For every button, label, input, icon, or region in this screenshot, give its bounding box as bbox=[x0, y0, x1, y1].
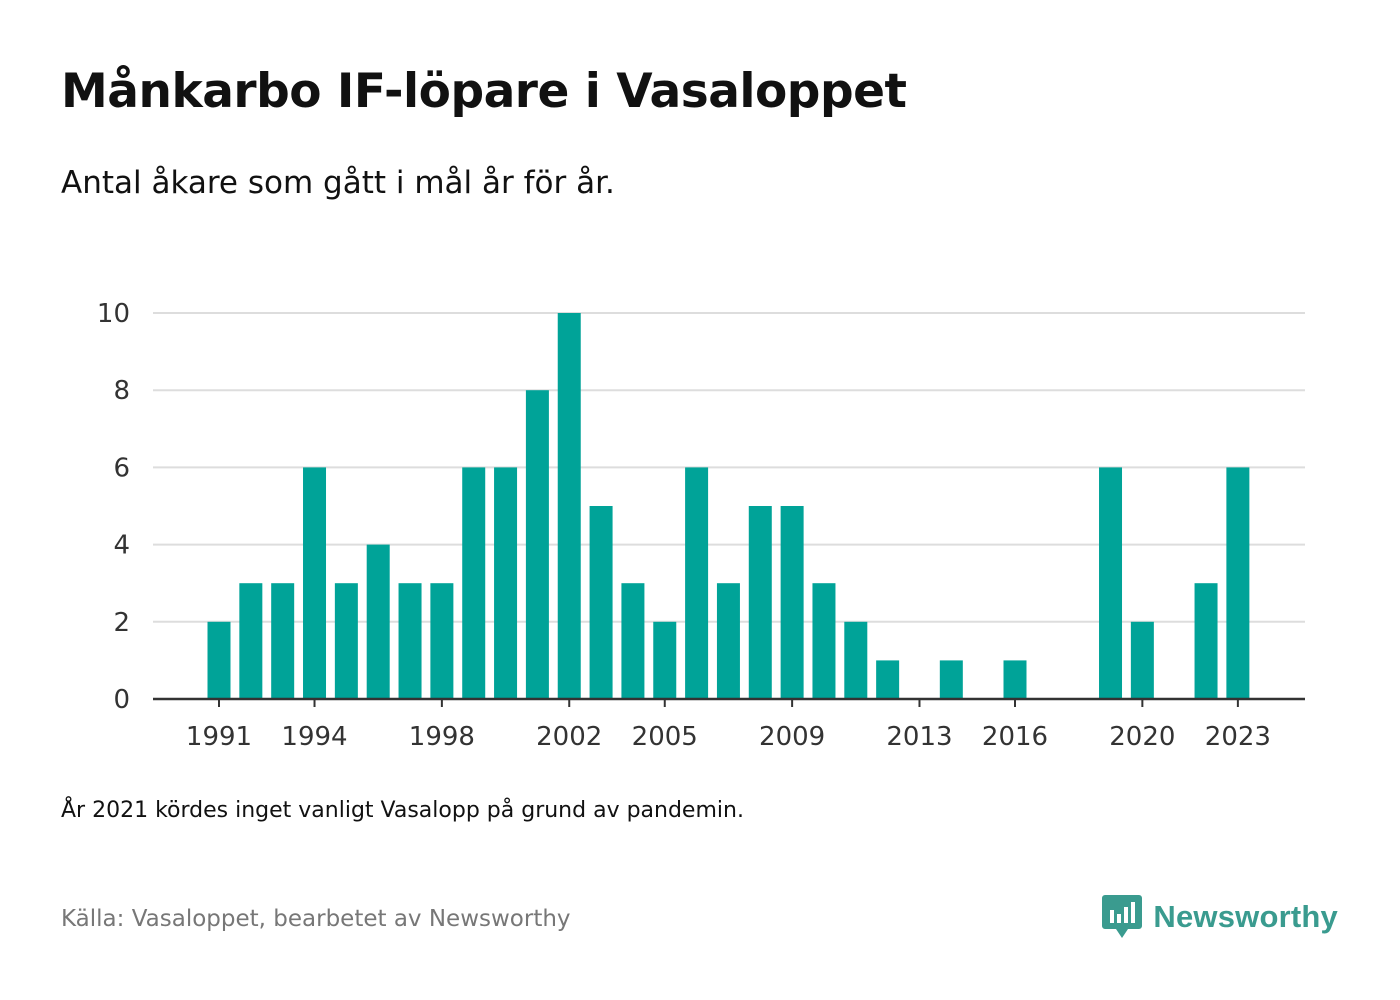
y-tick-label: 6 bbox=[113, 453, 130, 483]
bar-1992 bbox=[239, 583, 263, 699]
chart-title: Månkarbo IF-löpare i Vasaloppet bbox=[61, 64, 907, 119]
bar-2000 bbox=[494, 467, 518, 699]
x-tick-label: 2005 bbox=[632, 722, 698, 752]
y-axis-ticks: 0 2 4 6 8 10 bbox=[97, 299, 130, 715]
x-tick-label: 1994 bbox=[281, 722, 347, 752]
bar-2016 bbox=[1003, 660, 1027, 699]
bar-1995 bbox=[334, 583, 358, 699]
bar-2022 bbox=[1194, 583, 1218, 699]
bar-1993 bbox=[271, 583, 295, 699]
bar-2005 bbox=[653, 621, 677, 699]
bar-2004 bbox=[621, 583, 645, 699]
bar-1996 bbox=[366, 544, 390, 699]
bar-2012 bbox=[876, 660, 900, 699]
bar-2020 bbox=[1130, 621, 1154, 699]
bar-1998 bbox=[430, 583, 454, 699]
x-tick-label: 2023 bbox=[1205, 722, 1271, 752]
bar-2023 bbox=[1226, 467, 1250, 699]
bar-2010 bbox=[812, 583, 836, 699]
source-credit: Källa: Vasaloppet, bearbetet av Newswort… bbox=[61, 906, 571, 932]
bar-chart: 0 2 4 6 8 10 1991 1994 1998 2002 2005 2009 2013 2016… bbox=[97, 299, 1305, 752]
bar-2008 bbox=[748, 506, 772, 699]
newsworthy-brand: Newsworthy bbox=[1101, 893, 1338, 941]
bar-2006 bbox=[685, 467, 709, 699]
y-tick-label: 4 bbox=[113, 531, 130, 561]
bar-2001 bbox=[525, 390, 549, 699]
bar-2009 bbox=[780, 506, 804, 699]
x-tick-label: 1998 bbox=[409, 722, 475, 752]
chart-note: År 2021 kördes inget vanligt Vasalopp på… bbox=[61, 798, 744, 823]
y-tick-label: 2 bbox=[113, 608, 130, 638]
bars bbox=[207, 313, 1250, 699]
bar-1997 bbox=[398, 583, 422, 699]
y-tick-label: 8 bbox=[113, 376, 130, 406]
bar-1994 bbox=[303, 467, 327, 699]
newsworthy-logo-icon bbox=[1102, 895, 1143, 938]
chart-subtitle: Antal åkare som gått i mål år för år. bbox=[61, 165, 615, 201]
x-tick-label: 2016 bbox=[982, 722, 1048, 752]
y-tick-label: 0 bbox=[113, 685, 130, 715]
bar-2011 bbox=[844, 621, 868, 699]
brand-name: Newsworthy bbox=[1153, 899, 1338, 934]
x-axis-ticks: 1991 1994 1998 2002 2005 2009 2013 2016 2020 2023 bbox=[186, 699, 1271, 752]
x-tick-label: 2013 bbox=[886, 722, 952, 752]
y-tick-label: 10 bbox=[97, 299, 130, 329]
x-tick-label: 2020 bbox=[1109, 722, 1175, 752]
bar-2019 bbox=[1099, 467, 1123, 699]
x-tick-label: 2009 bbox=[759, 722, 825, 752]
bar-2002 bbox=[557, 313, 581, 699]
bar-2014 bbox=[939, 660, 963, 699]
x-tick-label: 2002 bbox=[536, 722, 602, 752]
bar-2007 bbox=[716, 583, 740, 699]
x-tick-label: 1991 bbox=[186, 722, 252, 752]
bar-1991 bbox=[207, 621, 231, 699]
bar-1999 bbox=[462, 467, 486, 699]
bar-2003 bbox=[589, 506, 613, 699]
